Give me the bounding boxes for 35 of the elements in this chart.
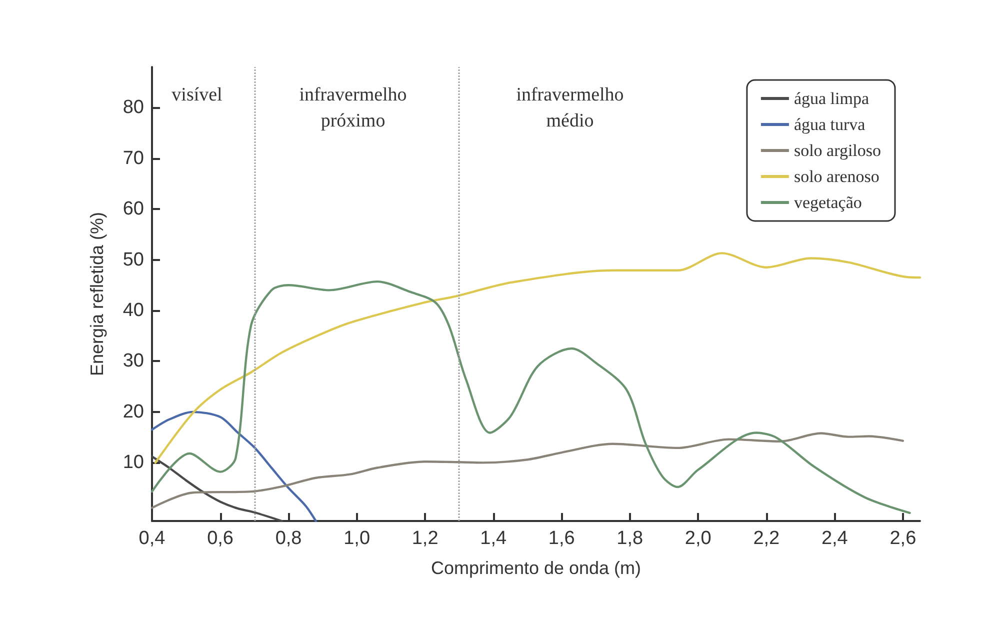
legend-label: solo argiloso [794, 141, 882, 160]
legend-label: solo arenoso [794, 167, 880, 186]
y-axis-title: Energia refletida (%) [87, 212, 107, 376]
y-tick-label: 80 [122, 97, 144, 118]
x-tick-label: 1,8 [616, 528, 644, 549]
annotation: infravermelho próximo [299, 84, 407, 132]
x-tick-label: 1,6 [548, 528, 575, 549]
legend-label: água turva [794, 115, 866, 134]
line-series [150, 280, 911, 514]
x-tick-label: 1,2 [412, 528, 438, 549]
x-tick-label: 1,0 [344, 528, 370, 549]
x-tick-label: 0,6 [207, 528, 234, 549]
x-tick-label: 2,2 [753, 528, 780, 549]
y-tick-label: 10 [122, 452, 144, 474]
annotation: infravermelho médio [516, 84, 624, 132]
x-tick-label: 0,8 [275, 528, 302, 549]
x-tick-label: 1,4 [480, 528, 507, 549]
y-tick-label: 20 [122, 401, 144, 422]
line-series [154, 252, 922, 464]
legend-label: água limpa [794, 89, 870, 108]
x-axis-title: Comprimento de onda (m) [430, 558, 642, 578]
x-tick-label: 2,4 [821, 528, 848, 549]
x-tick-label: 2,6 [890, 528, 916, 549]
y-tick-label: 40 [122, 300, 144, 321]
y-tick-label: 60 [122, 198, 144, 220]
x-tick-label: 0,4 [138, 528, 166, 549]
annotation: visível [172, 84, 222, 106]
y-tick-label: 50 [122, 249, 144, 270]
y-tick-label: 30 [122, 350, 144, 372]
y-tick-label: 70 [122, 148, 144, 169]
legend-label: vegetação [794, 193, 862, 212]
line-series [150, 455, 283, 522]
line-series [150, 432, 904, 509]
x-tick-label: 2,0 [684, 528, 712, 549]
line-series [150, 410, 317, 522]
